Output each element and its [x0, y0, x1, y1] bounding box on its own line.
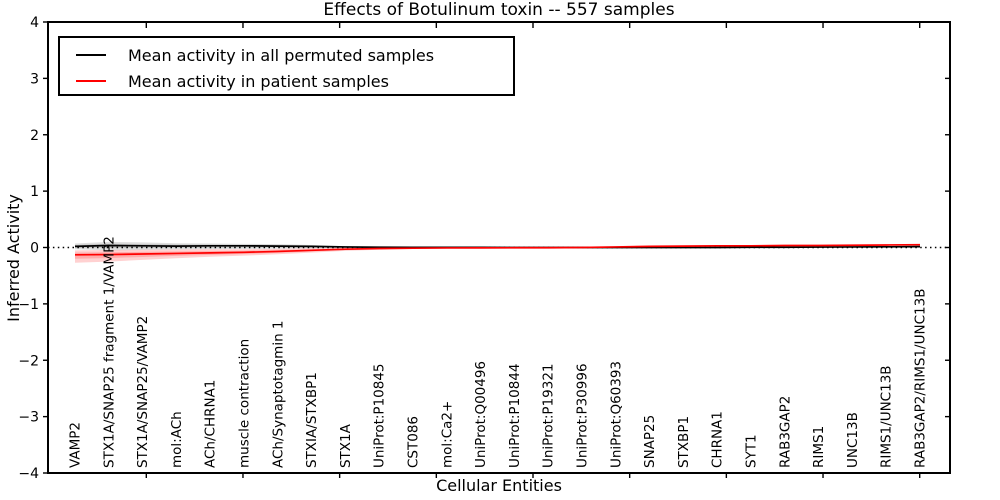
svg-text:STX1A/SNAP25/VAMP2: STX1A/SNAP25/VAMP2: [135, 316, 151, 468]
svg-text:mol:ACh: mol:ACh: [169, 411, 185, 468]
svg-text:SYT1: SYT1: [744, 434, 760, 468]
chart-title: Effects of Botulinum toxin -- 557 sample…: [323, 0, 675, 20]
svg-text:UniProt:P10845: UniProt:P10845: [372, 363, 388, 468]
svg-text:−1: −1: [18, 297, 39, 313]
legend-entry-patient: Mean activity in patient samples: [76, 68, 513, 94]
svg-text:SNAP25: SNAP25: [642, 415, 658, 468]
series-line-patient: [74, 243, 921, 256]
svg-text:STXIA/STXBP1: STXIA/STXBP1: [304, 372, 320, 468]
svg-text:ACh/Synaptotagmin 1: ACh/Synaptotagmin 1: [270, 320, 286, 468]
legend-label-patient: Mean activity in patient samples: [128, 71, 389, 91]
x-tick-labels: VAMP2 STX1A/SNAP25 fragment 1/VAMP2 STX1A/…: [68, 236, 929, 468]
svg-text:UniProt:P10844: UniProt:P10844: [507, 363, 523, 468]
svg-text:UniProt:P19321: UniProt:P19321: [541, 363, 557, 468]
svg-text:−4: −4: [18, 466, 39, 482]
svg-text:−3: −3: [18, 410, 39, 426]
y-axis-label: Inferred Activity: [4, 194, 23, 322]
svg-text:RAB3GAP2/RIMS1/UNC13B: RAB3GAP2/RIMS1/UNC13B: [913, 289, 929, 468]
x-axis-label: Cellular Entities: [436, 476, 562, 495]
svg-text:−2: −2: [18, 353, 39, 369]
svg-text:0: 0: [30, 241, 39, 257]
svg-text:2: 2: [30, 128, 39, 144]
svg-text:3: 3: [30, 71, 39, 87]
svg-text:mol:Ca2+: mol:Ca2+: [439, 401, 455, 468]
svg-text:RAB3GAP2: RAB3GAP2: [777, 396, 793, 468]
legend-entry-permuted: Mean activity in all permuted samples: [76, 42, 513, 68]
svg-text:VAMP2: VAMP2: [68, 422, 84, 468]
legend-line-swatch-red: [76, 80, 106, 82]
svg-text:CST086: CST086: [406, 416, 422, 468]
svg-text:muscle contraction: muscle contraction: [237, 339, 253, 468]
y-tick-labels: 4 3 2 1 0 −1 −2 −3 −4: [18, 15, 39, 482]
svg-text:UniProt:Q00496: UniProt:Q00496: [473, 361, 489, 468]
legend-label-permuted: Mean activity in all permuted samples: [128, 45, 435, 65]
svg-text:STX1A/SNAP25 fragment 1/VAMP2: STX1A/SNAP25 fragment 1/VAMP2: [101, 236, 117, 468]
svg-text:CHRNA1: CHRNA1: [710, 411, 726, 468]
svg-text:STXBP1: STXBP1: [676, 416, 692, 468]
svg-text:UNC13B: UNC13B: [845, 412, 861, 468]
legend-line-swatch-black: [76, 54, 106, 56]
svg-text:STX1A: STX1A: [338, 423, 354, 468]
svg-text:1: 1: [30, 184, 39, 200]
svg-text:RIMS1/UNC13B: RIMS1/UNC13B: [879, 365, 895, 468]
legend: Mean activity in all permuted samples Me…: [58, 36, 515, 96]
svg-text:RIMS1: RIMS1: [811, 426, 827, 468]
svg-text:UniProt:Q60393: UniProt:Q60393: [608, 361, 624, 468]
svg-text:4: 4: [30, 15, 39, 31]
svg-text:ACh/CHRNA1: ACh/CHRNA1: [203, 380, 219, 468]
tick-marks: [43, 21, 950, 478]
svg-text:UniProt:P30996: UniProt:P30996: [575, 363, 591, 468]
